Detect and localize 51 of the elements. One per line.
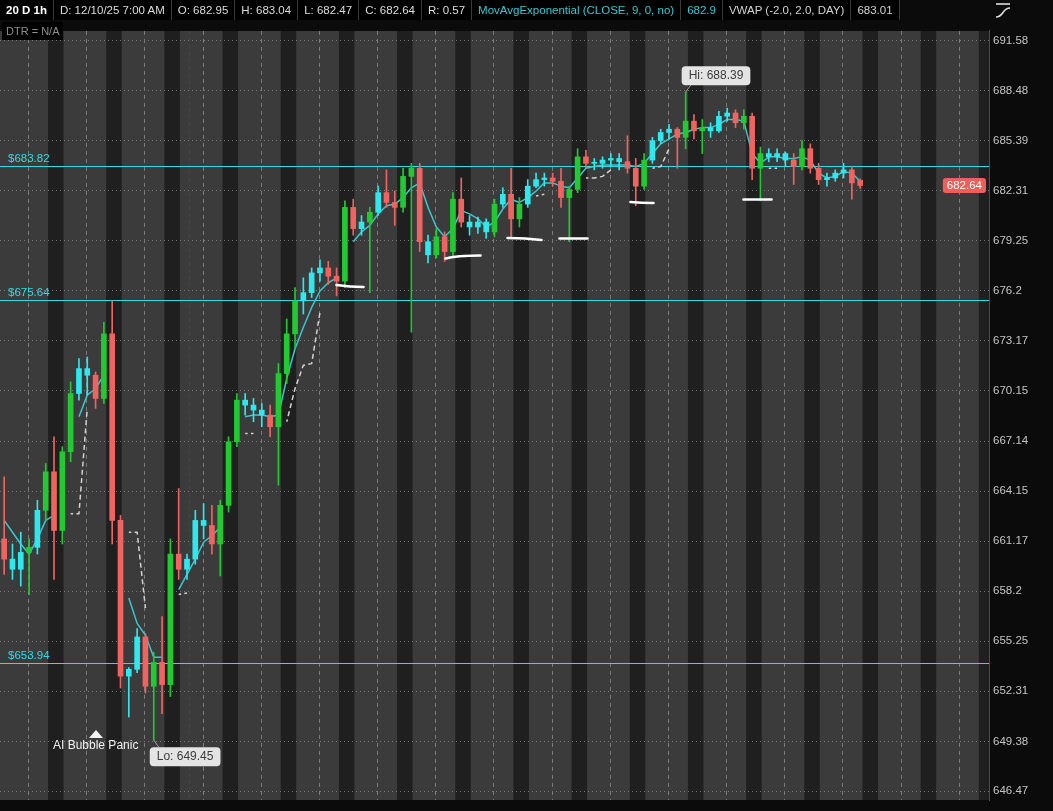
y-tick-label: 664.15 [993, 484, 1029, 497]
y-tick-label: 646.47 [993, 784, 1029, 797]
text: MovAvgExponential (CLOSE, 9, 0, no) [472, 0, 682, 20]
candlestick [566, 185, 573, 243]
annotation: AI Bubble Panic [53, 738, 139, 752]
text: D: 12/10/25 7:00 AM [53, 0, 172, 20]
text: H: 683.04 [235, 0, 299, 20]
y-tick-label: 667.14 [993, 434, 1029, 447]
candlestick [242, 393, 248, 416]
ref-line-label: $653.94 [8, 648, 51, 661]
text: R: 0.57 [422, 0, 473, 20]
y-tick-label: 649.38 [993, 734, 1029, 747]
y-tick-label: 688.48 [993, 83, 1029, 96]
candlestick [699, 119, 706, 154]
y-tick-label: 679.25 [993, 234, 1029, 247]
annotation: Hi: 688.39 [688, 68, 744, 83]
candlestick [84, 356, 91, 396]
candlestick [1, 476, 7, 575]
candlestick [258, 403, 265, 428]
candlestick [824, 172, 830, 187]
chart-title: 20 D 1h [0, 0, 54, 20]
candlestick [790, 153, 797, 185]
candlestick [125, 667, 132, 718]
text: O: 682.95 [171, 0, 236, 20]
ref-line-label: $683.82 [8, 151, 50, 164]
text: L: 682.47 [298, 0, 360, 20]
y-tick-label: 658.2 [993, 584, 1022, 597]
text: VWAP (-2.0, 2.0, DAY) [722, 0, 852, 20]
ref-line-label: $675.64 [8, 285, 51, 298]
y-tick-label: 682.31 [993, 184, 1029, 197]
candlestick [391, 190, 398, 226]
y-tick-label: 685.39 [993, 133, 1029, 146]
y-tick-label: 670.15 [993, 384, 1029, 397]
annotation: DTR = N/A [2, 22, 64, 40]
candlestick [317, 259, 323, 282]
candlestick [159, 616, 165, 714]
y-tick-label: 673.17 [993, 334, 1029, 347]
y-tick-label: 655.25 [993, 634, 1029, 647]
candlestick [175, 488, 182, 580]
annotation: 682.64 [946, 179, 983, 192]
text: 682.9 [681, 0, 723, 20]
text: 683.01 [851, 0, 900, 20]
candlestick [367, 207, 373, 293]
annotation: Lo: 649.45 [156, 749, 214, 764]
candlestick [591, 158, 598, 171]
text: C: 682.64 [359, 0, 423, 20]
candlestick [26, 538, 32, 595]
y-tick-label: 652.31 [993, 684, 1029, 697]
y-tick-label: 661.17 [993, 534, 1029, 547]
y-tick-label: 676.2 [993, 284, 1022, 297]
y-tick-label: 691.58 [993, 33, 1029, 46]
